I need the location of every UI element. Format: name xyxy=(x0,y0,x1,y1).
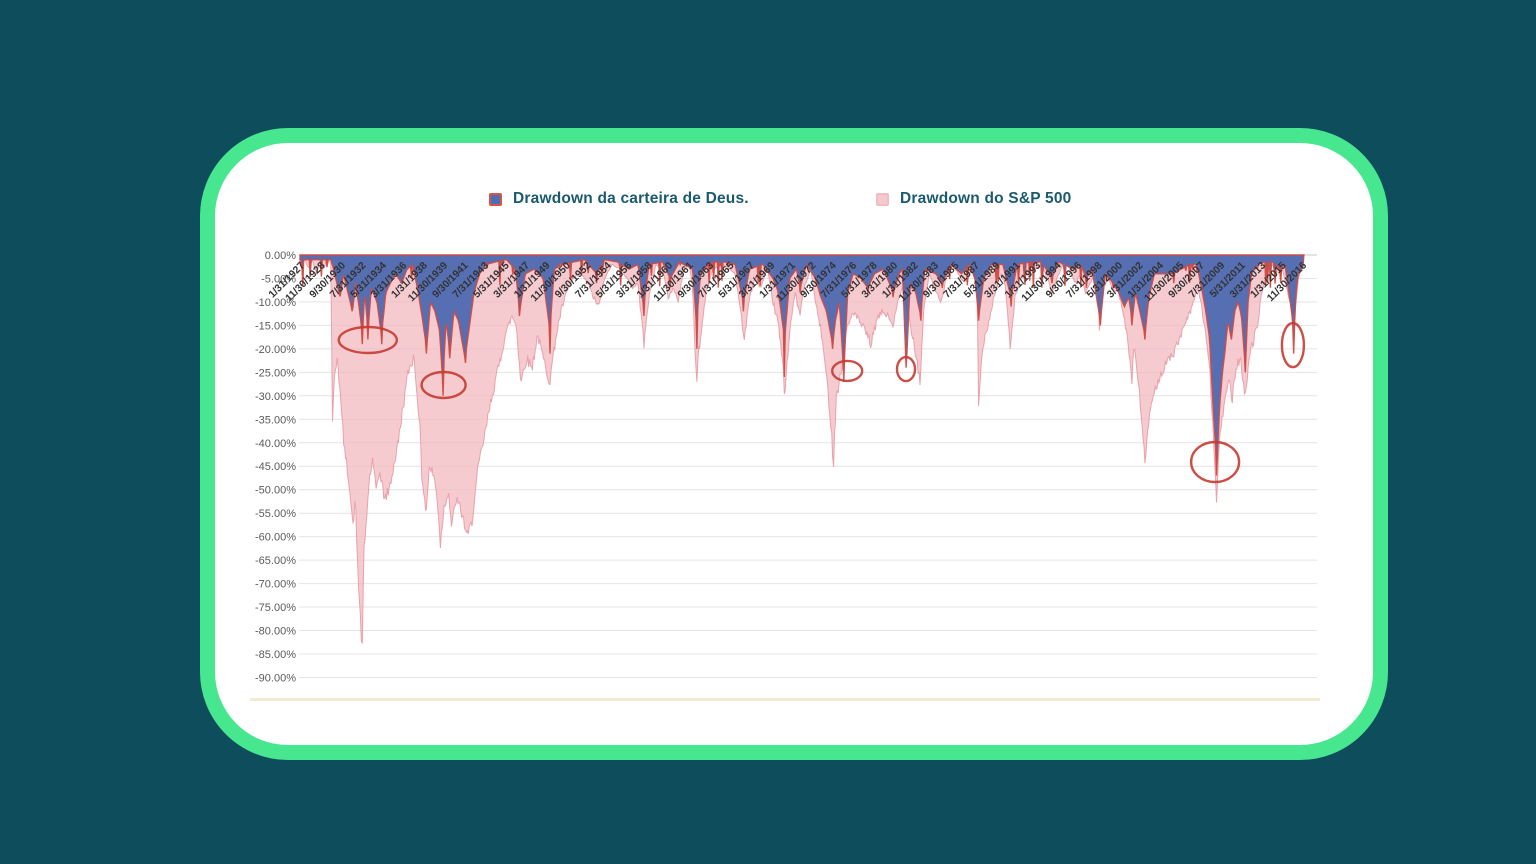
y-tick-label: -55.00% xyxy=(255,508,296,520)
y-tick-label: -15.00% xyxy=(255,320,296,332)
legend-item-deus[interactable]: Drawdown da carteira de Deus. xyxy=(489,184,749,214)
annotation-ellipse-icon xyxy=(831,359,864,383)
annotation-ellipse-icon xyxy=(1280,321,1306,369)
annotation-ellipse-icon xyxy=(895,355,917,383)
deus-series-marker-icon xyxy=(489,192,502,206)
bottom-rule xyxy=(250,698,1320,701)
y-tick-label: -35.00% xyxy=(255,414,296,426)
annotation-circles xyxy=(337,321,1306,484)
y-tick-label: -50.00% xyxy=(255,485,296,497)
y-tick-label: -25.00% xyxy=(255,367,296,379)
legend-item-sp500[interactable]: Drawdown do S&P 500 xyxy=(876,184,1071,214)
chart-legend: Drawdown da carteira de Deus. Drawdown d… xyxy=(0,184,1536,214)
annotation-ellipse-icon xyxy=(420,370,467,400)
y-tick-label: -60.00% xyxy=(255,532,296,544)
y-tick-label: -90.00% xyxy=(255,673,296,685)
chart-card xyxy=(200,128,1388,760)
y-tick-label: -75.00% xyxy=(255,602,296,614)
legend-label-deus: Drawdown da carteira de Deus. xyxy=(513,190,749,207)
y-tick-label: -10.00% xyxy=(255,297,296,309)
y-axis-labels: 0.00% -5.00% -10.00% -15.00% -20.00% -25.00% -… xyxy=(255,250,296,685)
y-tick-label: -85.00% xyxy=(255,649,296,661)
y-tick-label: -65.00% xyxy=(255,555,296,567)
y-tick-label: -40.00% xyxy=(255,438,296,450)
y-tick-label: -5.00% xyxy=(261,274,296,286)
y-tick-label: -70.00% xyxy=(255,579,296,591)
annotation-ellipse-icon xyxy=(1189,440,1241,484)
deus-drawdown-area xyxy=(299,254,1305,476)
sp500-drawdown-area xyxy=(299,253,1305,644)
y-tick-label: 0.00% xyxy=(265,250,296,262)
y-tick-label: -80.00% xyxy=(255,626,296,638)
y-tick-label: -30.00% xyxy=(255,391,296,403)
legend-label-sp500: Drawdown do S&P 500 xyxy=(900,190,1072,207)
y-tick-label: -20.00% xyxy=(255,344,296,356)
annotation-ellipse-icon xyxy=(337,325,398,355)
y-tick-label: -45.00% xyxy=(255,461,296,473)
sp500-series-marker-icon xyxy=(876,192,889,206)
